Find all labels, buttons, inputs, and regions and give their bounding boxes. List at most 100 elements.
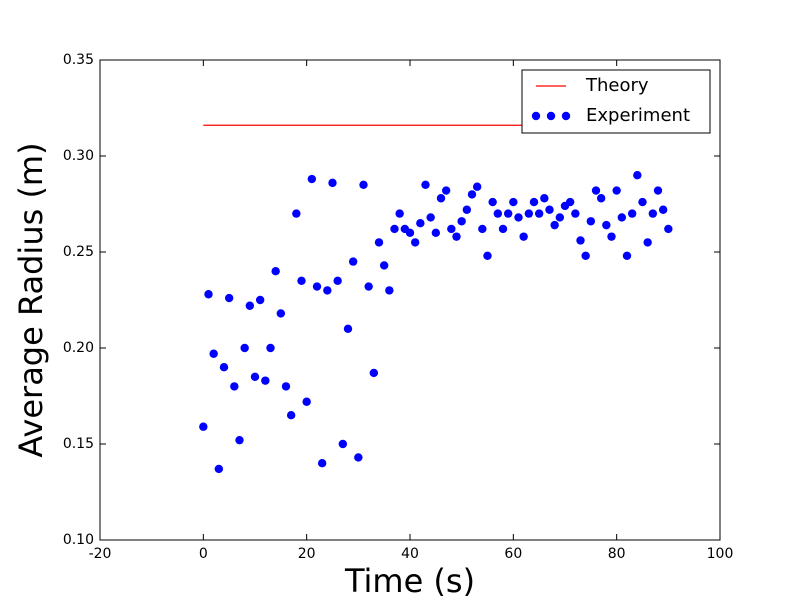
scatter-point (390, 224, 399, 234)
scatter-point (379, 261, 389, 270)
y-tick-label: 0.25 (63, 244, 94, 260)
scatter-point (281, 382, 291, 391)
x-tick-label: 0 (199, 546, 208, 562)
y-tick-label: 0.35 (63, 52, 94, 68)
scatter-point (297, 276, 306, 285)
scatter-point (426, 213, 435, 222)
scatter-point (385, 286, 394, 295)
scatter-point (416, 219, 425, 228)
scatter-point (638, 197, 647, 207)
scatter-point (467, 190, 477, 199)
scatter-point (550, 220, 559, 230)
scatter-point (286, 411, 296, 420)
scatter-point (235, 435, 244, 445)
scatter-point (617, 213, 627, 222)
legend-marker (546, 111, 556, 121)
scatter-point (369, 368, 379, 378)
scatter-point (364, 282, 373, 291)
scatter-point (245, 301, 255, 310)
scatter-point (602, 220, 611, 230)
y-tick-label: 0.10 (63, 532, 94, 548)
scatter-point (255, 295, 265, 305)
scatter-point (457, 217, 466, 226)
scatter-point (292, 209, 301, 218)
scatter-point (472, 182, 482, 191)
scatter-point (405, 228, 415, 237)
legend-marker (561, 111, 571, 121)
scatter-point (431, 228, 441, 237)
y-tick-label: 0.20 (63, 340, 94, 356)
scatter-point (565, 197, 575, 207)
y-axis-label: Average Radius (m) (12, 142, 50, 457)
scatter-point (230, 382, 239, 391)
scatter-point (648, 209, 658, 218)
scatter-point (271, 267, 280, 276)
scatter-point (524, 209, 534, 218)
scatter-point (302, 397, 311, 406)
scatter-point (436, 194, 446, 203)
scatter-point (653, 186, 663, 195)
legend-box (521, 69, 711, 134)
legend-marker (531, 111, 541, 121)
scatter-point (664, 224, 673, 234)
scatter-point (493, 209, 503, 218)
scatter-point (555, 213, 565, 222)
scatter-point (633, 171, 642, 180)
scatter-point (343, 324, 353, 333)
scatter-point (514, 213, 523, 222)
scatter-point (612, 186, 621, 195)
x-tick-label: 80 (608, 546, 626, 562)
scatter-point (410, 238, 420, 247)
scatter-point (328, 178, 337, 188)
scatter-point (519, 232, 528, 241)
scatter-point (452, 232, 461, 241)
x-tick-label: -20 (89, 546, 112, 562)
scatter-point (441, 186, 451, 195)
legend-label: Experiment (586, 105, 690, 126)
scatter-point (591, 186, 601, 195)
scatter-point (447, 224, 456, 234)
x-tick-label: 20 (298, 546, 316, 562)
scatter-point (462, 205, 472, 214)
scatter-point (509, 197, 518, 207)
scatter-point (317, 459, 327, 468)
plot-frame (99, 59, 721, 541)
y-tick-label: 0.30 (63, 148, 94, 164)
scatter-point (545, 205, 554, 214)
scatter-point (312, 282, 322, 291)
x-tick-label: 100 (707, 546, 734, 562)
x-tick-label: 40 (401, 546, 419, 562)
scatter-point (359, 180, 368, 189)
scatter-point (498, 224, 508, 234)
scatter-point (348, 257, 358, 266)
scatter-point (338, 439, 348, 449)
scatter-point (643, 238, 652, 247)
scatter-point (266, 343, 275, 353)
legend-label: Theory (585, 75, 649, 96)
scatter-point (571, 209, 580, 218)
scatter-point (333, 276, 342, 285)
scatter-point (534, 209, 544, 218)
scatter-point (214, 464, 224, 474)
scatter-point (503, 209, 513, 218)
scatter-point (209, 349, 218, 358)
scatter-point (627, 209, 637, 218)
scatter-point (224, 293, 234, 303)
scatter-point (596, 194, 606, 203)
scatter-point (307, 174, 317, 184)
scatter-point (488, 197, 497, 207)
scatter-point (354, 453, 363, 462)
scatter-point (607, 232, 616, 241)
scatter-point (658, 205, 668, 214)
scatter-point (219, 363, 229, 372)
scatter-point (261, 376, 270, 385)
scatter-point (374, 238, 384, 247)
scatter-point (421, 180, 430, 189)
scatter-point (483, 251, 492, 261)
scatter-point (622, 251, 632, 261)
x-tick-label: 60 (504, 546, 522, 562)
scatter-point (199, 422, 208, 431)
scatter-point (250, 372, 260, 381)
scatter-point (581, 251, 590, 261)
